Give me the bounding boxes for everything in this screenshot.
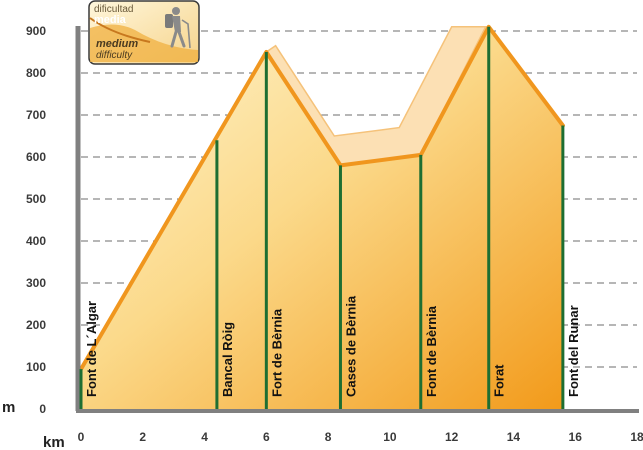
y-tick-300: 300 xyxy=(26,276,46,290)
y-tick-400: 400 xyxy=(26,234,46,248)
axes xyxy=(75,26,639,413)
waypoint-label-0: Font de L´Algar xyxy=(84,301,99,397)
x-tick-0: 0 xyxy=(78,430,85,444)
badge-difficulty-label: dificultad xyxy=(94,4,133,15)
y-tick-800: 800 xyxy=(26,66,46,80)
y-tick-100: 100 xyxy=(26,360,46,374)
difficulty-badge: dificultad media medium difficulty xyxy=(88,0,200,65)
x-tick-16: 16 xyxy=(569,430,583,444)
profile-line xyxy=(79,24,565,372)
hiker-icon xyxy=(165,7,191,49)
x-tick-10: 10 xyxy=(383,430,397,444)
y-tick-700: 700 xyxy=(26,108,46,122)
waypoint-label-3: Cases de Bèrnia xyxy=(344,295,359,397)
badge-difficulty-label-en: difficulty xyxy=(96,50,133,61)
x-tick-4: 4 xyxy=(201,430,208,444)
y-unit-label: m xyxy=(2,399,15,416)
y-tick-600: 600 xyxy=(26,150,46,164)
tick-labels: 0 100 200 300 400 500 600 700 800 900 0 2 4 6 8 10 12 14 1… xyxy=(26,24,643,444)
waypoint-label-1: Bancal Ròig xyxy=(220,322,235,397)
badge-difficulty-level-en: medium xyxy=(96,38,138,50)
y-tick-0: 0 xyxy=(39,402,46,416)
waypoint-label-2: Fort de Bèrnia xyxy=(269,308,284,397)
waypoint-label-6: Font del Runar xyxy=(566,305,581,397)
x-tick-12: 12 xyxy=(445,430,459,444)
y-tick-200: 200 xyxy=(26,318,46,332)
x-tick-2: 2 xyxy=(139,430,146,444)
y-tick-900: 900 xyxy=(26,24,46,38)
x-tick-14: 14 xyxy=(507,430,521,444)
x-tick-8: 8 xyxy=(325,430,332,444)
waypoint-markers: Font de L´Algar Bancal Ròig Fort de Bèrnia… xyxy=(79,26,581,409)
waypoint-label-5: Forat xyxy=(492,364,507,397)
badge-difficulty-level: media xyxy=(94,14,127,26)
profile-area xyxy=(79,24,565,410)
x-tick-18: 18 xyxy=(630,430,643,444)
y-tick-500: 500 xyxy=(26,192,46,206)
x-tick-6: 6 xyxy=(263,430,270,444)
profile-fill xyxy=(81,26,563,410)
x-unit-label: km xyxy=(43,434,65,450)
waypoint-label-4: Font de Bèrnia xyxy=(424,305,439,397)
